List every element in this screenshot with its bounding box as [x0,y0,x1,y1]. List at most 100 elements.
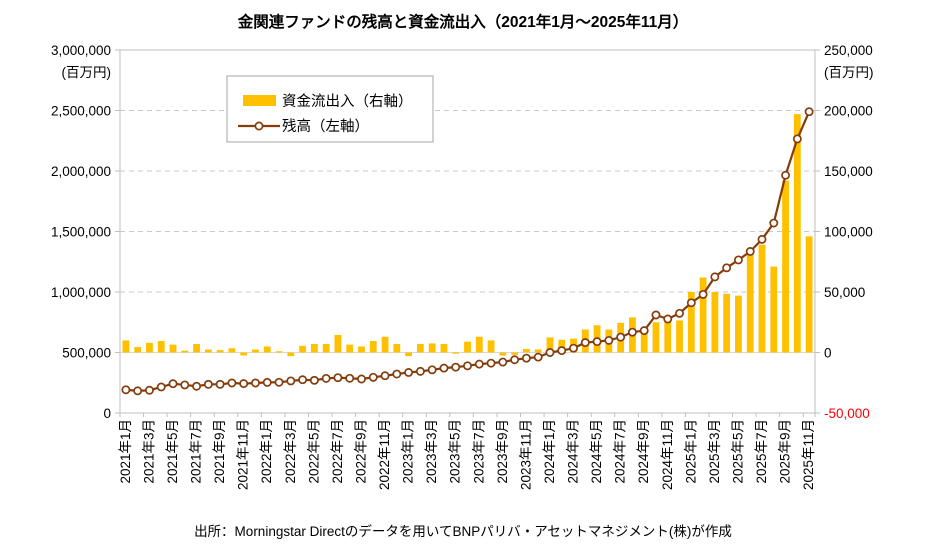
flow-bar-2023年6月 [464,341,471,353]
balance-marker-2021年10月 [227,378,237,388]
flow-bar-2021年12月 [252,349,259,353]
balance-marker-2021年6月 [180,380,190,390]
legend-balance-marker [254,121,264,131]
balance-marker-2022年9月 [357,374,366,384]
balance-marker-2021年4月 [156,382,166,392]
balance-marker-2022年11月 [380,371,390,381]
x-axis-label: 2023年3月 [424,419,439,484]
left-axis-unit: (百万円) [62,65,112,80]
balance-marker-2025年4月 [722,263,732,273]
x-axis-label: 2024年3月 [566,419,581,484]
x-axis-label: 2023年11月 [518,419,533,490]
x-axis-label: 2023年7月 [471,419,486,484]
flow-bar-2021年3月 [146,342,153,353]
flow-bar-2022年2月 [275,351,283,353]
flow-bar-2025年3月 [711,292,719,353]
balance-marker-2024年6月 [604,335,614,345]
balance-marker-2025年5月 [733,255,743,265]
legend-flows-swatch [243,95,276,106]
right-axis-tick-label: 100,000 [824,225,873,240]
balance-marker-2023年6月 [463,361,472,371]
right-axis-tick-label: 150,000 [824,164,873,179]
x-axis-label: 2025年5月 [730,419,745,484]
flow-bar-2023年2月 [416,344,424,353]
x-axis-labels: 2021年1月 2021年3月 2021年5月 2021年7月 2021年9月 2021年… [118,413,816,490]
flow-bar-2022年11月 [381,336,389,353]
flow-bar-2021年2月 [134,347,142,353]
balance-marker-2021年2月 [133,386,143,396]
flow-bar-2024年10月 [652,322,660,353]
flow-bar-2025年9月 [782,180,789,353]
balance-marker-2023年1月 [404,368,414,377]
flow-bar-2023年5月 [452,352,460,354]
left-axis-labels: 0 500,000 1,000,000 1,500,000 2,000,000 2,500… [51,43,120,421]
flow-bar-2022年10月 [369,341,377,353]
flow-bar-2022年1月 [263,346,271,353]
balance-marker-2022年5月 [309,375,319,385]
x-axis-label: 2025年11月 [801,419,816,490]
flow-bar-2024年9月 [640,328,648,353]
flow-bar-2025年10月 [793,114,801,353]
flow-bar-2022年9月 [358,346,365,353]
balance-marker-2021年12月 [251,378,260,388]
balance-marker-2023年7月 [474,359,484,369]
left-axis-tick-label: 0 [103,406,111,421]
balance-marker-2024年3月 [569,343,578,353]
balance-marker-2021年8月 [203,379,213,389]
flow-bar-2021年6月 [181,350,189,353]
x-axis-label: 2024年1月 [542,419,557,484]
chart-title: 金関連ファンドの残高と資金流出入（2021年1月～2025年11月） [237,12,688,31]
balance-marker-2025年11月 [804,107,814,117]
flow-bar-2024年12月 [676,320,683,353]
flows-bar-series [122,114,813,357]
x-axis-label: 2021年5月 [165,419,180,484]
balance-marker-2023年3月 [427,365,437,375]
balance-marker-2025年1月 [686,298,696,308]
x-axis-label: 2023年5月 [448,419,463,484]
flow-bar-2021年4月 [157,341,165,353]
x-axis-label: 2025年9月 [778,419,793,484]
right-axis-tick-label: 50,000 [824,285,865,300]
flow-bar-2021年11月 [240,352,248,356]
flow-bar-2022年7月 [334,334,342,353]
x-axis-label: 2022年9月 [353,419,368,484]
balance-marker-2022年12月 [392,369,402,379]
flow-bar-2025年5月 [735,295,742,353]
balance-marker-2024年4月 [580,338,590,348]
balance-marker-2021年1月 [121,385,131,395]
flow-bar-2023年3月 [428,343,436,353]
x-axis-label: 2023年1月 [401,419,416,484]
source-note: 出所：Morningstar Directのデータを用いてBNPパリバ・アセット… [194,523,732,539]
balance-marker-2023年9月 [498,357,508,367]
balance-markers [121,107,814,396]
flow-bar-2025年8月 [770,266,778,353]
flow-bar-2025年4月 [723,293,731,353]
balance-marker-2022年10月 [368,372,378,382]
x-axis-label: 2021年7月 [189,419,204,484]
flow-bar-2023年4月 [440,344,448,353]
legend-flows-label: 資金流出入（右軸） [282,93,413,110]
balance-marker-2025年7月 [757,234,767,244]
x-axis-label: 2022年5月 [306,419,321,484]
right-axis-tick-label: 250,000 [824,43,873,58]
gridlines [120,110,815,353]
right-axis-tick-label: 0 [824,346,832,361]
x-axis-label: 2024年5月 [589,419,604,484]
flow-bar-2021年7月 [193,344,200,353]
balance-marker-2022年6月 [321,373,331,383]
flow-bar-2021年8月 [204,349,212,353]
x-axis-label: 2022年7月 [330,419,345,484]
balance-marker-2023年4月 [439,363,449,373]
balance-marker-2024年12月 [675,308,684,318]
x-axis-label: 2025年1月 [683,419,698,484]
balance-marker-2025年2月 [698,289,708,299]
x-axis-label: 2022年1月 [259,419,274,484]
x-axis-label: 2025年3月 [707,419,722,484]
balance-marker-2024年1月 [545,348,555,357]
right-axis-unit: (百万円) [824,65,874,80]
balance-marker-2024年2月 [557,346,567,356]
flow-bar-2021年9月 [216,350,224,353]
x-axis-label: 2024年7月 [613,419,628,484]
balance-marker-2022年2月 [274,377,284,387]
